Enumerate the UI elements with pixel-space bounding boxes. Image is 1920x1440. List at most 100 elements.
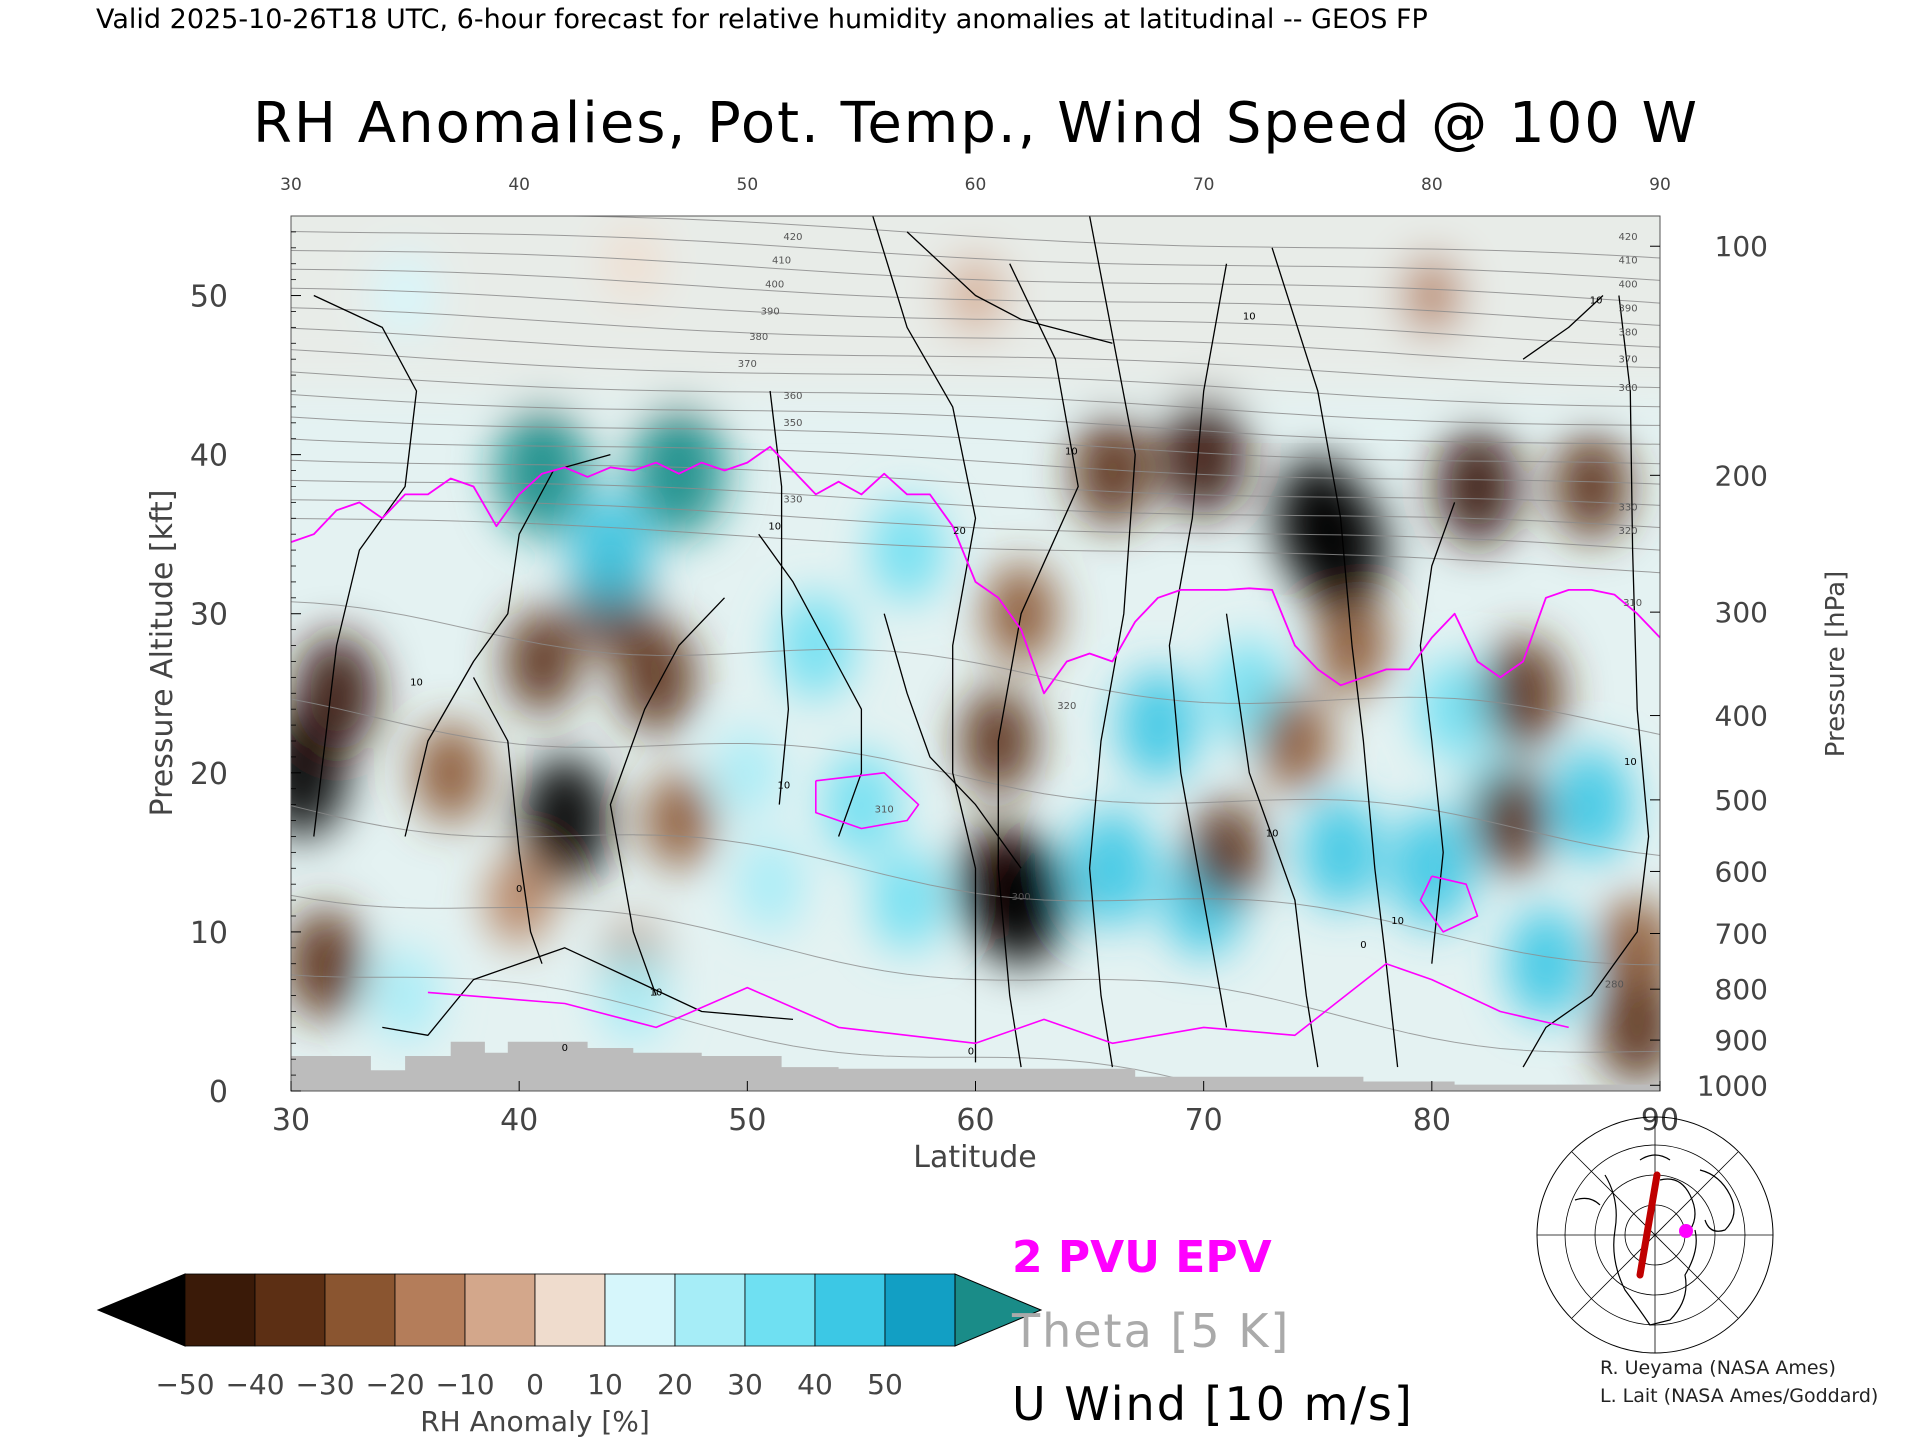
theta-contour-label: 390: [761, 307, 780, 318]
wind-contour-label: 0: [516, 884, 522, 895]
rh-anomaly-cell: [1118, 669, 1199, 782]
map-point-marker: [1679, 1224, 1693, 1238]
theta-contour-line: [291, 307, 1660, 369]
rh-anomaly-cell: [1072, 414, 1153, 527]
u-wind-contour-line: [609, 597, 725, 996]
colorbar-segment: [394, 1273, 466, 1347]
theta-contour-label: 320: [1619, 526, 1638, 537]
rh-anomaly-cell: [1473, 767, 1550, 874]
x-top-tick-label: 60: [965, 175, 987, 195]
x-tick-label: 40: [500, 1103, 538, 1138]
theta-contour-line: [291, 416, 1660, 465]
colorbar-segment: [534, 1273, 606, 1347]
theta-contour-label: 330: [1619, 502, 1638, 513]
rh-anomaly-cell: [1435, 427, 1520, 546]
rh-anomaly-cell: [869, 498, 945, 602]
u-wind-contour-line: [1271, 247, 1399, 1068]
axes: 3030404050506060707080809090010203040501…: [190, 175, 1768, 1138]
rh-anomaly-cell: [1553, 433, 1630, 540]
colorbar-tick-label: 30: [727, 1368, 763, 1401]
rh-anomaly-cell: [1418, 658, 1492, 760]
rh-anomaly-cell: [294, 634, 379, 753]
u-wind-contour-line: [1419, 502, 1456, 964]
rh-anomaly-cell: [1505, 907, 1586, 1020]
theta-contour-line: [291, 371, 1660, 426]
rh-anomaly-cell: [291, 908, 365, 1019]
rh-anomaly-cell: [1189, 800, 1264, 904]
locator-map: [1536, 1116, 1774, 1354]
rh-anomaly-cell: [1551, 748, 1632, 861]
rh-anomaly-cell: [372, 251, 438, 340]
colorbar-tick-label: −20: [365, 1368, 424, 1401]
colorbar-tick-label: −40: [225, 1368, 284, 1401]
theta-contour-label: 410: [772, 256, 791, 267]
y-tick-label: 50: [190, 280, 228, 315]
theta-contour-line: [291, 287, 1660, 348]
rh-anomaly-cell: [519, 756, 611, 885]
rh-anomaly-cell: [1258, 690, 1332, 792]
x-tick-label: 60: [956, 1103, 994, 1138]
x-tick-label: 90: [1641, 1103, 1679, 1138]
colorbar-segment: [324, 1273, 396, 1347]
theta-contour-label: 420: [1619, 232, 1638, 243]
y-axis-label-right: Pressure [hPa]: [1821, 571, 1851, 758]
map-section-line: [1636, 1171, 1661, 1279]
theta-contour-label: 400: [765, 280, 784, 291]
x-tick-label: 50: [728, 1103, 766, 1138]
u-wind-contour-line: [382, 947, 794, 1036]
wind-contour-label: 10: [1266, 828, 1279, 839]
x-top-tick-label: 50: [737, 175, 759, 195]
wind-contour-label: 10: [650, 988, 663, 999]
x-top-tick-label: 90: [1649, 175, 1671, 195]
colorbar-segment: [254, 1273, 326, 1347]
theta-contour-line: [291, 438, 1660, 485]
rh-anomaly-cell: [1390, 809, 1474, 928]
credit-line-1: R. Ueyama (NASA Ames): [1600, 1357, 1836, 1379]
wind-contour-label: 10: [1590, 296, 1603, 307]
theta-contour-line: [291, 518, 1660, 574]
wind-contour-label: 20: [953, 526, 966, 537]
rh-anomaly-cell: [370, 947, 440, 1044]
u-wind-contour-line: [997, 263, 1079, 1068]
wind-contour-label: 10: [1624, 757, 1637, 768]
colorbar-tick-label: 10: [587, 1368, 623, 1401]
legend-u-wind: U Wind [10 m/s]: [1012, 1377, 1414, 1431]
theta-contour-line: [534, 216, 1660, 259]
x-tick-label: 80: [1413, 1103, 1451, 1138]
wind-contour-label: 0: [968, 1046, 974, 1057]
theta-contour-label: 330: [783, 494, 802, 505]
u-wind-contour-line: [1168, 263, 1228, 1028]
u-wind-contour-line: [472, 677, 543, 964]
theta-contour-label: 300: [1012, 892, 1031, 903]
rh-anomaly-cell: [1294, 484, 1387, 616]
u-wind-contour-line: [758, 533, 863, 837]
theta-contour-label: 350: [783, 418, 802, 429]
colorbar-over-arrow: [954, 1273, 1043, 1347]
theta-contour-line: [291, 601, 1660, 735]
epv-2pvu-line: [815, 772, 920, 830]
theta-contour-line: [291, 499, 1660, 551]
theta-contour-label: 390: [1619, 303, 1638, 314]
y-tick-label: 20: [190, 757, 228, 792]
colorbar-label: RH Anomaly [%]: [420, 1405, 650, 1438]
theta-contour-label: 360: [1619, 383, 1638, 394]
y-tick-label: 0: [209, 1075, 228, 1110]
rh-anomaly-cell: [570, 494, 651, 607]
colorbar-segment: [744, 1273, 816, 1347]
colorbar-tick-label: 50: [867, 1368, 903, 1401]
pressure-tick-label: 600: [1715, 855, 1768, 888]
pressure-tick-label: 1000: [1697, 1069, 1768, 1102]
rh-anomaly-cell: [1160, 393, 1248, 517]
u-wind-contour-line: [1225, 613, 1319, 1068]
chart-title: RH Anomalies, Pot. Temp., Wind Speed @ 1…: [253, 91, 1699, 156]
pressure-tick-label: 800: [1715, 973, 1768, 1006]
theta-contour-labels: 420 410 400 390 380 370 360 350 330 320 310 300 280 4…: [738, 232, 1642, 991]
rh-anomaly-cell: [616, 622, 696, 733]
rh-anomaly-cell: [486, 855, 553, 946]
rh-anomaly-cell: [735, 836, 805, 932]
rh-colorbar: −50 −40 −30 −20 −10 0 10 20 30 40 50: [96, 1273, 1043, 1401]
theta-contour-line: [291, 394, 1660, 445]
map-coastlines: [1574, 1154, 1735, 1326]
pressure-tick-label: 200: [1715, 459, 1768, 492]
